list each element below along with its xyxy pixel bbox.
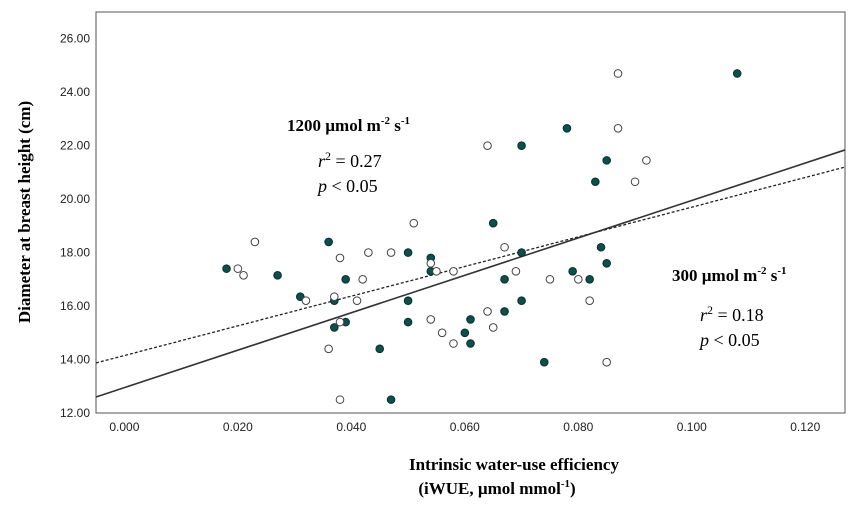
- data-points: [222, 69, 742, 404]
- y-tick-label: 24.00: [60, 85, 90, 99]
- point-filled: [517, 248, 526, 257]
- point-filled: [517, 296, 526, 306]
- annotation-1200-r2: r2 = 0.27: [318, 149, 382, 171]
- point-filled: [591, 177, 600, 187]
- annotation-300-r2: r2 = 0.18: [700, 303, 764, 325]
- point-open: [335, 253, 345, 263]
- point-filled: [585, 275, 594, 284]
- point-filled: [500, 275, 509, 284]
- point-filled: [386, 395, 396, 404]
- point-open: [301, 296, 311, 306]
- y-tick-label: 14.00: [60, 353, 90, 367]
- point-open: [630, 177, 640, 187]
- x-tick-label: 0.080: [563, 420, 593, 434]
- point-open: [358, 275, 367, 284]
- y-tick-label: 18.00: [60, 246, 90, 260]
- point-filled: [539, 357, 549, 367]
- point-open: [330, 292, 339, 302]
- point-open: [483, 141, 492, 150]
- x-axis-label-line1: Intrinsic water-use efficiency: [409, 455, 619, 474]
- point-open: [426, 258, 436, 268]
- point-filled: [568, 267, 577, 276]
- x-tick-label: 0.060: [450, 420, 480, 434]
- x-axis-label-line2: (iWUE, µmol mmol-1): [418, 478, 575, 498]
- point-filled: [403, 317, 413, 327]
- y-tick-label: 20.00: [60, 192, 90, 206]
- point-filled: [602, 156, 611, 165]
- point-open: [432, 267, 441, 276]
- x-tick-label: 0.020: [223, 420, 253, 434]
- point-open: [426, 315, 436, 324]
- point-open: [335, 395, 345, 404]
- point-filled: [324, 237, 333, 247]
- x-tick-label: 0.040: [336, 420, 366, 434]
- point-filled: [403, 296, 413, 306]
- point-open: [437, 328, 447, 338]
- point-filled: [562, 123, 572, 133]
- x-axis-ticks: 0.000 0.020 0.040 0.060 0.080 0.100 0.120: [109, 420, 820, 434]
- regression-lines: [95, 149, 846, 398]
- point-filled: [732, 69, 742, 78]
- annotation-1200: 1200 µmol m-2 s-1 r2 = 0.27 p < 0.05: [287, 115, 410, 196]
- point-open: [613, 123, 623, 133]
- y-axis-label: Diameter at breast height (cm): [15, 101, 34, 323]
- point-open: [613, 69, 623, 78]
- point-open: [250, 237, 260, 247]
- point-filled: [295, 292, 305, 302]
- point-open: [483, 307, 492, 316]
- point-open: [574, 275, 583, 284]
- point-filled: [517, 141, 526, 150]
- point-filled: [341, 275, 350, 284]
- annotation-300-p: p < 0.05: [698, 330, 760, 350]
- point-filled: [488, 218, 498, 228]
- point-open: [409, 218, 419, 228]
- point-filled: [500, 307, 509, 316]
- point-filled: [330, 323, 339, 332]
- point-open: [602, 357, 611, 367]
- y-tick-label: 26.00: [60, 32, 90, 46]
- fit-line-solid: [95, 149, 846, 398]
- point-open: [352, 296, 362, 306]
- point-open: [233, 264, 243, 273]
- annotation-300-title: 300 µmol m-2 s-1: [672, 265, 787, 285]
- point-filled: [273, 271, 282, 280]
- point-open: [239, 271, 248, 280]
- x-tick-label: 0.100: [677, 420, 707, 434]
- x-tick-label: 0.120: [790, 420, 820, 434]
- x-tick-label: 0.000: [109, 420, 139, 434]
- point-open: [324, 344, 333, 354]
- y-axis-ticks: 12.00 14.00 16.00 18.00 20.00 22.00 24.00 26.00: [60, 32, 90, 420]
- point-filled: [375, 344, 385, 354]
- point-open: [488, 323, 498, 332]
- y-tick-label: 22.00: [60, 139, 90, 153]
- point-open: [642, 156, 651, 165]
- fit-line-dotted: [95, 166, 846, 364]
- y-tick-label: 16.00: [60, 299, 90, 313]
- annotation-1200-p: p < 0.05: [316, 176, 378, 196]
- plot-area: [95, 11, 846, 414]
- point-filled: [403, 248, 413, 257]
- point-open: [386, 248, 396, 257]
- point-open: [500, 242, 509, 252]
- point-filled: [596, 242, 606, 252]
- point-filled: [466, 315, 475, 324]
- point-open: [585, 296, 594, 306]
- annotation-300: 300 µmol m-2 s-1 r2 = 0.18 p < 0.05: [672, 265, 787, 350]
- point-filled: [222, 264, 231, 273]
- point-filled: [466, 339, 475, 348]
- y-tick-label: 12.00: [60, 406, 90, 420]
- point-open: [449, 267, 458, 276]
- point-open: [364, 248, 373, 257]
- point-open: [545, 275, 555, 284]
- point-open: [449, 339, 458, 348]
- annotation-1200-title: 1200 µmol m-2 s-1: [287, 115, 410, 135]
- point-filled: [602, 258, 611, 268]
- point-open: [335, 317, 345, 327]
- point-filled: [460, 328, 470, 338]
- point-open: [511, 267, 521, 276]
